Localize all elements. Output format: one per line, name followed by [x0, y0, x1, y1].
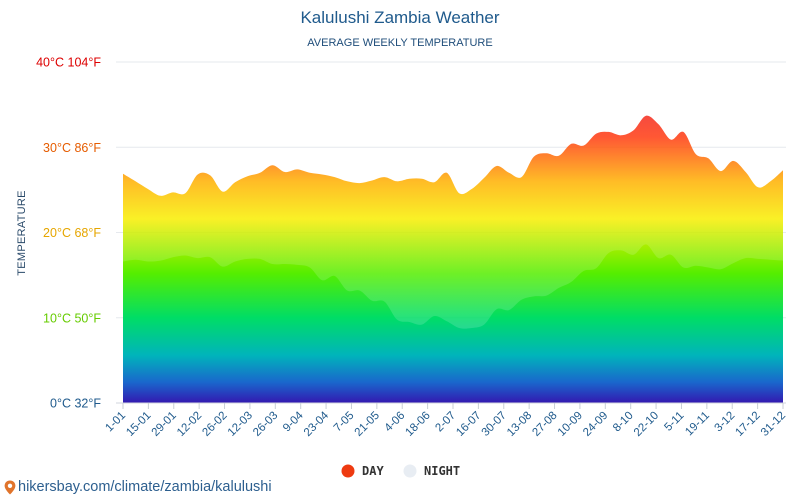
y-tick-label: 40°C 104°F — [36, 56, 101, 70]
x-tick-label: 15-01 — [124, 410, 153, 439]
legend-item-night[interactable]: NIGHT — [403, 464, 461, 478]
chart-title: Kalulushi Zambia Weather — [300, 8, 499, 27]
x-tick-label: 26-03 — [251, 410, 280, 439]
legend-night-label: NIGHT — [424, 464, 460, 478]
y-axis-labels: 0°C 32°F 10°C 50°F 20°C 68°F 30°C 86°F 40°C … — [36, 56, 101, 411]
x-tick-label: 12-02 — [175, 410, 204, 439]
y-tick-label: 20°C 68°F — [43, 226, 101, 240]
x-tick-label: 30-07 — [480, 410, 509, 439]
x-tick-label: 16-07 — [454, 410, 483, 439]
legend-day-marker — [341, 464, 355, 478]
legend-day-label: DAY — [362, 464, 384, 478]
map-pin-icon — [4, 480, 16, 494]
legend-item-day[interactable]: DAY — [341, 464, 385, 478]
x-tick-label: 23-04 — [302, 409, 332, 439]
x-tick-label: 13-08 — [505, 410, 534, 439]
night-temperature-area — [123, 244, 783, 403]
chart-subtitle: AVERAGE WEEKLY TEMPERATURE — [307, 37, 492, 49]
x-tick-label: 31-12 — [759, 410, 788, 439]
x-tick-label: 19-11 — [683, 410, 712, 439]
x-tick-label: 24-09 — [581, 410, 610, 439]
x-tick-label: 17-12 — [733, 410, 762, 439]
y-tick-label: 30°C 86°F — [43, 141, 101, 155]
x-tick-label: 12-03 — [226, 410, 255, 439]
y-tick-label: 0°C 32°F — [50, 397, 101, 411]
x-tick-label: 22-10 — [632, 410, 661, 439]
x-tick-label: 26-02 — [200, 410, 229, 439]
y-axis-title: TEMPERATURE — [16, 190, 28, 276]
legend-night-marker — [403, 464, 417, 478]
x-tick-label: 27-08 — [530, 410, 559, 439]
legend: DAY NIGHT — [341, 464, 461, 478]
x-tick-label: 10-09 — [556, 410, 585, 439]
y-tick-label: 10°C 50°F — [43, 311, 101, 325]
source-url: hikersbay.com/climate/zambia/kalulushi — [18, 479, 272, 495]
x-axis-ticks — [122, 403, 784, 409]
source-link[interactable]: hikersbay.com/climate/zambia/kalulushi — [4, 479, 272, 495]
x-tick-label: 18-06 — [403, 410, 432, 439]
x-tick-label: 21-05 — [353, 410, 382, 439]
x-tick-label: 29-01 — [150, 410, 179, 439]
